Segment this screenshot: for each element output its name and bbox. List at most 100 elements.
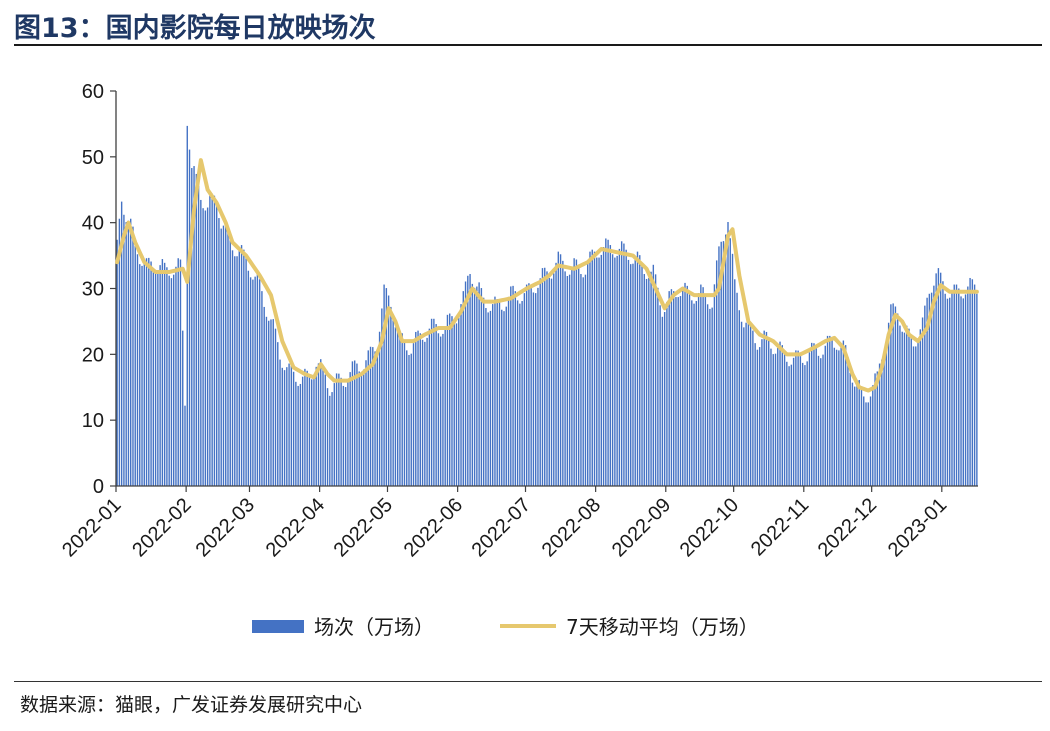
daily-bar: [548, 277, 550, 486]
daily-bar: [240, 245, 243, 486]
daily-bar: [754, 343, 756, 486]
daily-bar: [306, 370, 308, 486]
daily-bar: [917, 340, 919, 486]
daily-bar: [709, 308, 711, 486]
daily-bar: [143, 262, 145, 486]
daily-bar: [949, 297, 951, 486]
daily-bar: [806, 361, 808, 486]
daily-bar: [659, 305, 661, 486]
daily-bar: [878, 363, 881, 486]
daily-bar: [849, 372, 851, 486]
daily-bar: [781, 345, 783, 486]
daily-bar: [555, 262, 557, 486]
daily-bar: [326, 388, 329, 486]
daily-bar: [960, 296, 962, 486]
daily-bar: [254, 276, 256, 486]
daily-bar: [700, 284, 702, 486]
daily-bar: [863, 396, 865, 486]
daily-bar: [523, 293, 526, 486]
daily-bar: [944, 293, 946, 486]
daily-bar: [234, 256, 236, 486]
daily-bar: [820, 358, 822, 486]
daily-bar: [670, 289, 673, 486]
daily-bar: [439, 336, 442, 486]
daily-bar: [152, 269, 155, 486]
daily-bar: [630, 264, 632, 486]
daily-bar: [587, 263, 589, 486]
daily-bar: [704, 293, 707, 486]
daily-bar: [168, 275, 170, 486]
daily-bar: [299, 383, 302, 486]
daily-bar: [788, 366, 790, 486]
daily-bar: [745, 322, 747, 486]
daily-bar: [222, 225, 225, 486]
daily-bar: [593, 251, 596, 486]
daily-bar: [740, 321, 743, 486]
daily-bar: [648, 277, 650, 486]
daily-bar: [297, 385, 299, 486]
daily-bar: [752, 330, 754, 486]
daily-bar: [546, 271, 548, 486]
daily-bar: [338, 373, 340, 486]
daily-bar: [177, 258, 179, 486]
daily-bar: [867, 402, 869, 486]
daily-bar: [182, 330, 184, 486]
moving-average-group: [115, 158, 979, 393]
daily-bar: [424, 341, 426, 486]
daily-bar: [195, 173, 198, 486]
daily-bar: [512, 285, 514, 486]
daily-bar: [186, 125, 188, 486]
daily-bar: [320, 359, 322, 486]
daily-bar: [245, 258, 247, 486]
daily-bar: [464, 281, 467, 486]
daily-bar: [353, 360, 356, 486]
daily-bar: [478, 282, 480, 486]
daily-bar: [340, 377, 342, 486]
daily-bar: [344, 387, 347, 486]
daily-bar: [492, 304, 494, 486]
daily-bar: [308, 376, 311, 486]
daily-bar: [797, 350, 799, 486]
daily-bar: [351, 361, 354, 486]
daily-bar: [442, 333, 444, 486]
daily-bar: [616, 255, 618, 486]
daily-bar: [200, 199, 202, 486]
daily-bar: [268, 320, 270, 486]
daily-bar: [179, 259, 182, 486]
daily-bar: [213, 195, 216, 486]
daily-bar: [582, 277, 584, 486]
daily-bar: [964, 294, 967, 486]
daily-bar: [184, 405, 186, 486]
source-note: 数据来源：猫眼，广发证券发展研究中心: [20, 694, 363, 716]
daily-bar: [557, 251, 560, 486]
daily-bar: [736, 292, 738, 486]
daily-bar: [410, 353, 412, 486]
daily-bar: [811, 342, 813, 486]
daily-bar: [777, 347, 779, 486]
y-tick-label: 50: [82, 147, 104, 169]
daily-bar: [469, 274, 471, 486]
daily-bar: [532, 292, 535, 486]
daily-bar: [356, 363, 358, 486]
daily-bar: [329, 395, 331, 486]
daily-bar: [731, 253, 734, 486]
daily-bar: [120, 201, 123, 486]
daily-bar: [924, 305, 926, 486]
daily-bar: [605, 238, 607, 486]
daily-bar: [408, 354, 410, 486]
daily-bar: [277, 342, 279, 486]
daily-bar: [706, 304, 709, 486]
daily-bar: [317, 363, 320, 486]
daily-bar: [829, 335, 831, 486]
daily-bar: [211, 193, 213, 486]
daily-bar: [231, 250, 234, 486]
figure-title: 图13：国内影院每日放映场次: [14, 13, 376, 44]
daily-bar: [458, 316, 460, 486]
daily-bar: [801, 362, 804, 486]
daily-bar: [369, 346, 372, 486]
daily-bar: [209, 195, 211, 486]
daily-bar: [729, 238, 731, 486]
daily-bar: [449, 313, 451, 486]
daily-bar: [148, 257, 150, 486]
daily-bar: [602, 247, 605, 486]
